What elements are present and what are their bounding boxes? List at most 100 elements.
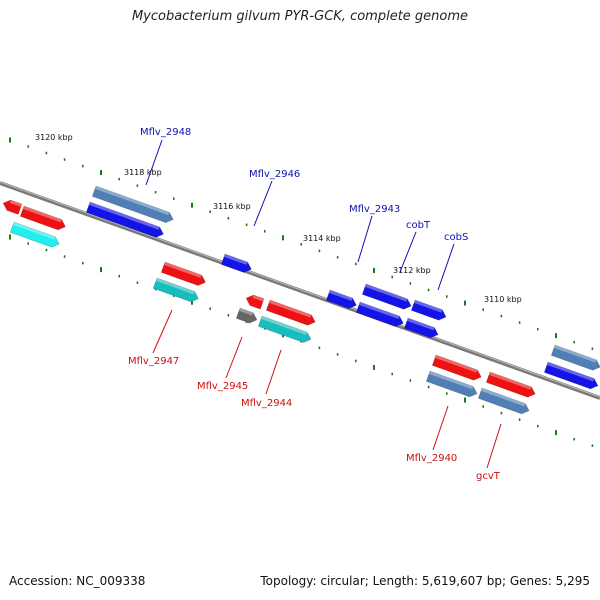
gene-arrow-shine <box>553 345 597 363</box>
gene-arrow <box>410 299 447 321</box>
gene-arrow <box>550 344 600 371</box>
gene-arrow <box>425 370 478 398</box>
gene-labels: Mflv_2948 Mflv_2946 Mflv_2943 cobT cobS … <box>128 127 501 482</box>
gene-arrow-shine <box>364 284 408 302</box>
scale-label: 3118 kbp <box>124 168 162 177</box>
gene-arrow <box>361 283 412 310</box>
tick-row-top <box>9 137 594 350</box>
gene-arrow-shine <box>155 278 195 295</box>
gene-feature <box>403 317 439 339</box>
gene-feature <box>431 354 482 381</box>
gene-feature <box>355 301 404 327</box>
gene-label-mflv-2940[interactable]: Mflv_2940 <box>406 453 457 464</box>
gene-arrow-shine <box>413 300 443 313</box>
gene-feature <box>19 205 66 231</box>
gene-arrow-shine <box>22 206 62 223</box>
gene-label-cobt[interactable]: cobT <box>406 220 431 231</box>
gene-arrow <box>477 387 530 415</box>
leader-line <box>432 405 449 451</box>
gene-arrow-shine <box>223 254 248 265</box>
gene-label-mflv-2944[interactable]: Mflv_2944 <box>241 398 292 409</box>
gene-arrow <box>265 299 316 326</box>
leader-line <box>145 139 163 186</box>
gene-arrow-shine <box>406 318 435 331</box>
gene-feature <box>85 201 164 238</box>
leader-line <box>437 243 455 291</box>
scale-labels: 3120 kbp 3118 kbp 3116 kbp 3114 kbp 3112… <box>35 133 522 304</box>
gene-arrow <box>485 371 536 398</box>
scale-label: 3120 kbp <box>35 133 73 142</box>
gene-arrow <box>245 294 265 310</box>
gene-arrow <box>431 354 482 381</box>
gene-arrow-shine <box>488 372 532 390</box>
gene-label-mflv-2943[interactable]: Mflv_2943 <box>349 204 400 215</box>
gene-arrow-shine <box>434 355 478 373</box>
gene-feature <box>235 307 258 324</box>
gene-arrow-shine <box>12 222 56 240</box>
gene-feature <box>257 315 312 343</box>
gene-arrow <box>85 201 164 238</box>
backbone-highlight <box>0 181 600 398</box>
scale-label: 3112 kbp <box>393 266 431 275</box>
genome-backbone <box>0 181 600 400</box>
gene-arrow <box>19 205 66 231</box>
gene-features <box>2 185 600 415</box>
gene-label-mflv-2947[interactable]: Mflv_2947 <box>128 356 179 367</box>
gene-arrow-shine <box>238 308 254 316</box>
gene-arrow-shine <box>358 302 400 319</box>
gene-arrow-shine <box>428 371 474 390</box>
gene-label-cobs[interactable]: cobS <box>444 232 468 243</box>
gene-label-gcvt[interactable]: gcvT <box>476 471 501 482</box>
leader-line <box>357 215 373 263</box>
figure-title: Mycobacterium gilvum PYR-GCK, complete g… <box>131 9 469 24</box>
accession-text: Accession: NC_009338 <box>9 574 146 588</box>
gene-feature <box>9 221 60 248</box>
gene-arrow-shine <box>94 186 170 216</box>
gene-arrow <box>2 199 23 215</box>
gene-arrow-shine <box>546 362 595 382</box>
gene-feature <box>410 299 447 321</box>
gene-feature <box>477 387 530 415</box>
gene-feature <box>485 371 536 398</box>
gene-arrow-shine <box>88 202 160 230</box>
scale-label: 3114 kbp <box>303 234 341 243</box>
gene-arrow <box>543 361 599 390</box>
gene-label-mflv-2945[interactable]: Mflv_2945 <box>197 381 248 392</box>
scale-label: 3110 kbp <box>484 295 522 304</box>
gene-arrow-shine <box>9 200 22 207</box>
gene-arrow-shine <box>480 388 526 407</box>
leader-line <box>265 349 282 395</box>
gene-feature <box>160 261 206 286</box>
gene-feature <box>152 277 199 303</box>
gene-feature <box>2 199 23 215</box>
gene-arrow <box>91 185 174 223</box>
gene-arrow <box>152 277 199 303</box>
genome-stats-text: Topology: circular; Length: 5,619,607 bp… <box>260 574 590 588</box>
leader-line <box>399 231 417 273</box>
gene-arrow <box>235 307 258 324</box>
gene-arrow <box>325 289 357 309</box>
gene-arrow <box>257 315 312 343</box>
leader-line <box>486 423 502 469</box>
gene-arrow-shine <box>163 262 202 278</box>
scale-label: 3116 kbp <box>213 202 251 211</box>
gene-feature <box>245 294 265 310</box>
gene-arrow <box>355 301 404 327</box>
gene-label-mflv-2946[interactable]: Mflv_2946 <box>249 169 300 180</box>
leader-line <box>152 309 173 354</box>
gene-arrow-shine <box>328 290 353 301</box>
gene-arrow-shine <box>260 316 308 336</box>
gene-feature <box>543 361 599 390</box>
gene-arrow-shine <box>252 295 265 302</box>
gene-label-mflv-2948[interactable]: Mflv_2948 <box>140 127 191 138</box>
gene-feature <box>325 289 357 309</box>
gene-feature <box>220 253 252 273</box>
gene-feature <box>425 370 478 398</box>
gene-arrow-shine <box>268 300 312 318</box>
gene-arrow <box>220 253 252 273</box>
gene-arrow <box>160 261 206 286</box>
gene-feature <box>265 299 316 326</box>
backbone-line <box>0 181 600 400</box>
gene-feature <box>550 344 600 371</box>
